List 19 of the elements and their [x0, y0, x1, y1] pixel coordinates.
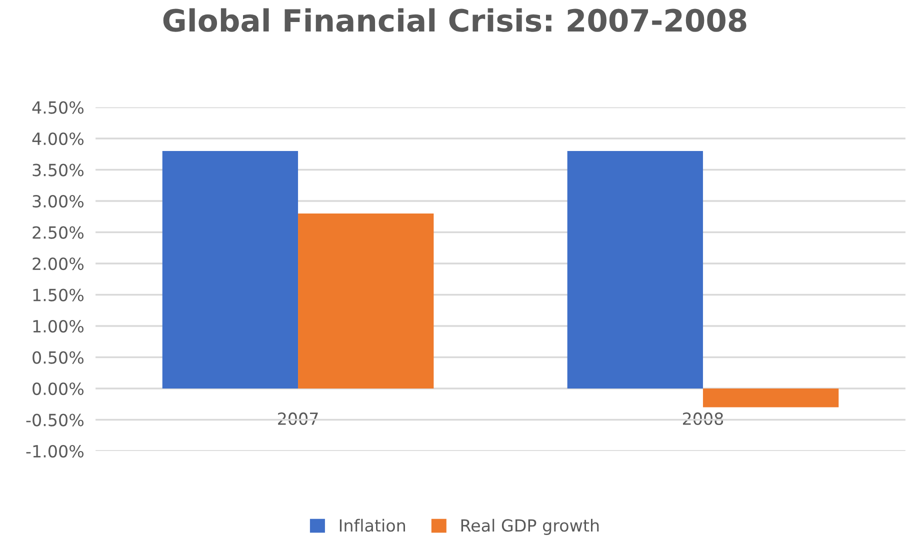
- bar: [162, 151, 298, 388]
- y-tick-label: 3.50%: [32, 164, 84, 176]
- y-tick-label: 1.50%: [33, 288, 84, 302]
- bar: [702, 388, 839, 408]
- y-tick-label: 3.00%: [32, 194, 84, 208]
- chart-title: Global Financial Crisis: 2007-2008: [163, 8, 746, 32]
- y-tick-label: 2.50%: [32, 226, 84, 239]
- y-tick-label: 4.50%: [32, 101, 84, 114]
- y-tick-label: -0.50%: [26, 414, 84, 426]
- y-tick-label: 4.00%: [32, 132, 84, 146]
- legend-label: Inflation: [340, 518, 405, 532]
- legend-label: Real GDP growth: [461, 518, 599, 535]
- y-tick-label: 0.00%: [32, 382, 84, 396]
- y-tick-label: 0.50%: [32, 351, 84, 364]
- y-tick-label: -1.00%: [26, 444, 84, 458]
- y-tick-label: 2.00%: [32, 257, 84, 270]
- y-tick-label: 1.00%: [33, 320, 84, 333]
- bar: [298, 214, 434, 388]
- bar: [567, 151, 703, 388]
